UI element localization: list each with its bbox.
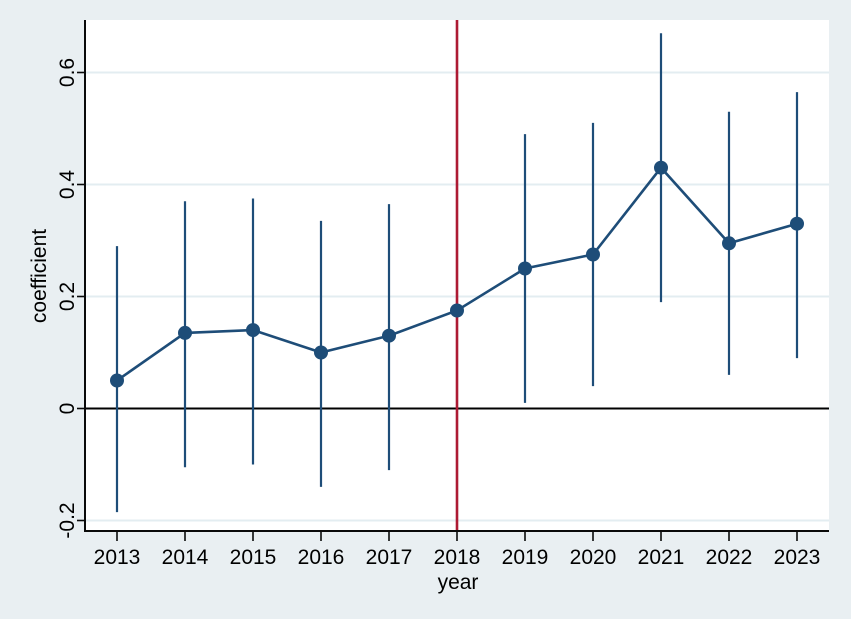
data-point-marker bbox=[586, 247, 600, 262]
x-tick-label: 2023 bbox=[774, 546, 821, 569]
data-point-marker bbox=[110, 373, 124, 388]
x-tick-label: 2019 bbox=[502, 546, 549, 569]
y-axis-ticks bbox=[77, 71, 85, 522]
data-point-marker bbox=[518, 261, 532, 276]
data-point-marker bbox=[654, 160, 668, 175]
x-axis-title: year bbox=[438, 571, 479, 594]
x-tick-label: 2020 bbox=[570, 546, 617, 569]
y-tick-label: 0.4 bbox=[56, 170, 79, 200]
y-axis-tick-labels: -0.2 0 0.2 0.4 0.6 bbox=[56, 58, 79, 539]
data-point-marker bbox=[178, 325, 192, 340]
x-tick-label: 2022 bbox=[706, 546, 753, 569]
x-tick-label: 2018 bbox=[434, 546, 481, 569]
data-point-marker bbox=[382, 328, 396, 343]
x-tick-label: 2016 bbox=[298, 546, 345, 569]
x-tick-label: 2014 bbox=[162, 546, 209, 569]
y-tick-label: -0.2 bbox=[56, 502, 79, 538]
x-axis-tick-labels: 2013 2014 2015 2016 2017 2018 2019 2020 2021 2022… bbox=[94, 546, 821, 569]
data-point-marker bbox=[790, 216, 804, 231]
y-tick-label: 0.6 bbox=[56, 58, 79, 87]
coefficient-point-markers bbox=[110, 160, 804, 388]
data-point-marker bbox=[722, 236, 736, 251]
y-tick-label: 0.2 bbox=[56, 282, 79, 311]
y-tick-label: 0 bbox=[56, 403, 79, 415]
y-axis-title: coefficient bbox=[28, 229, 51, 323]
x-tick-label: 2021 bbox=[638, 546, 685, 569]
x-tick-label: 2015 bbox=[230, 546, 277, 569]
data-point-marker bbox=[314, 345, 328, 360]
x-tick-label: 2013 bbox=[94, 546, 141, 569]
data-point-marker bbox=[246, 323, 260, 338]
data-point-marker bbox=[450, 303, 464, 318]
x-axis-ticks bbox=[116, 532, 798, 541]
x-tick-label: 2017 bbox=[366, 546, 413, 569]
axes-spines bbox=[84, 20, 829, 532]
